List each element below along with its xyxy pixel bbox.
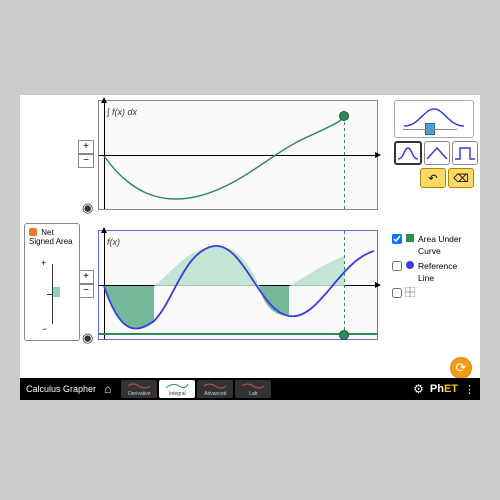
opt-grid[interactable] [392,287,474,298]
reset-all-button[interactable]: ⟳ [450,357,472,379]
erase-button[interactable]: ⌫ [448,168,474,188]
reference-line-checkbox[interactable] [392,261,402,271]
refline-icon [405,260,415,270]
integral-zoom-in[interactable]: + [78,140,94,154]
original-zoom-out[interactable]: − [78,284,94,298]
reset-icon: ⟳ [456,360,467,376]
integral-scrubber-dot[interactable] [339,111,349,121]
integral-visibility-toggle[interactable]: ◉ [82,200,93,216]
integral-zoom-out[interactable]: − [78,154,94,168]
view-options: Area Under Curve Reference Line [392,233,474,301]
width-slider-track [403,129,457,130]
refline-label: Reference Line [418,260,474,284]
tab-derivative[interactable]: Derivative [121,380,157,398]
net-signed-indicator [53,287,60,297]
simulation-stage: ∫ f(x) dx + − ◉ f(x) + − ◉ Net Signed Ar… [20,95,480,385]
shape-step[interactable] [452,141,478,165]
original-curve-svg [99,231,379,341]
erase-icon: ⌫ [453,172,469,185]
app-title: Calculus Grapher [26,384,96,394]
curve-tools: ↶ ⌫ [394,100,474,188]
undo-button[interactable]: ↶ [420,168,446,188]
action-row: ↶ ⌫ [394,168,474,188]
grid-icon [405,287,415,297]
shape-gaussian[interactable] [394,141,422,165]
integral-curve [99,101,379,211]
original-zoom-in[interactable]: + [78,270,94,284]
integral-graph: ∫ f(x) dx [98,100,378,210]
area-baseline [99,333,377,335]
net-signed-minus: − [42,324,47,334]
net-signed-area-panel: Net Signed Area + − [24,223,80,341]
curve-preview [394,100,474,138]
net-signed-swatch [29,228,37,236]
settings-button[interactable]: ⚙ [413,382,424,396]
area-under-curve-checkbox[interactable] [392,234,402,244]
undo-icon: ↶ [428,172,437,185]
integral-scrubber-line [344,116,345,211]
net-signed-plus: + [41,258,46,268]
shape-row [394,141,474,165]
original-scrubber-line [344,231,345,337]
phet-logo[interactable]: PhET [430,383,458,395]
tab-advanced[interactable]: Advanced [197,380,233,398]
kebab-menu[interactable]: ⋮ [464,383,474,396]
navbar: Calculus Grapher ⌂ Derivative Integral A… [20,378,480,400]
grid-checkbox[interactable] [392,288,402,298]
area-label: Area Under Curve [418,233,474,257]
opt-reference-line[interactable]: Reference Line [392,260,474,284]
tab-integral[interactable]: Integral [159,380,195,398]
nav-tabs: Derivative Integral Advanced Lab [121,380,271,398]
original-zoom: + − [78,270,94,298]
tab-lab[interactable]: Lab [235,380,271,398]
area-scrubber-handle[interactable] [339,330,349,340]
shape-triangle[interactable] [424,141,450,165]
integral-zoom: + − [78,140,94,168]
area-swatch-icon [405,233,415,243]
home-button[interactable]: ⌂ [104,382,111,396]
opt-area-under-curve[interactable]: Area Under Curve [392,233,474,257]
original-visibility-toggle[interactable]: ◉ [82,330,93,346]
original-graph[interactable]: f(x) [98,230,378,340]
